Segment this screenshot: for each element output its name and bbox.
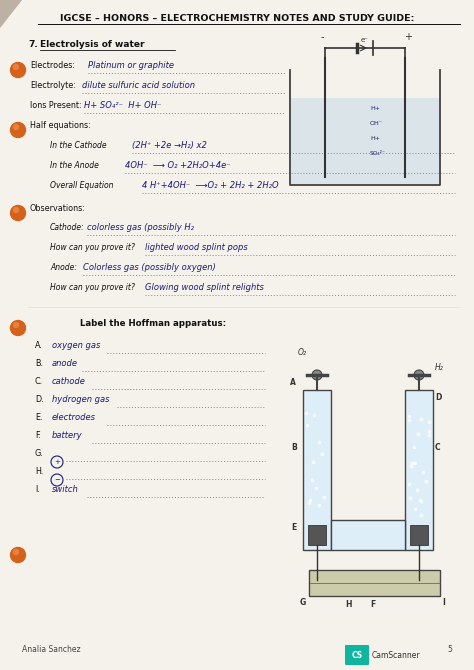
Text: C.: C. (35, 377, 43, 386)
FancyBboxPatch shape (303, 390, 331, 550)
Text: anode: anode (52, 359, 78, 368)
Text: OH⁻: OH⁻ (370, 121, 383, 126)
FancyBboxPatch shape (310, 570, 440, 596)
Text: H+: H+ (370, 136, 380, 141)
Text: hydrogen gas: hydrogen gas (52, 395, 109, 404)
Text: (2H⁺ +2e →H₂) x2: (2H⁺ +2e →H₂) x2 (132, 141, 207, 150)
Circle shape (10, 320, 26, 336)
Circle shape (13, 322, 18, 328)
Text: A: A (290, 378, 296, 387)
Text: Overall Equation: Overall Equation (50, 181, 113, 190)
FancyBboxPatch shape (405, 390, 433, 550)
Polygon shape (0, 0, 22, 28)
Text: Anode:: Anode: (50, 263, 77, 272)
Circle shape (414, 370, 424, 380)
Text: 4OH⁻  ⟶ O₂ +2H₂O+4e⁻: 4OH⁻ ⟶ O₂ +2H₂O+4e⁻ (125, 161, 231, 170)
Text: Electrolysis of water: Electrolysis of water (40, 40, 145, 49)
Text: D.: D. (35, 395, 44, 404)
Text: B.: B. (35, 359, 43, 368)
Text: Platinum or graphite: Platinum or graphite (88, 61, 174, 70)
FancyBboxPatch shape (410, 525, 428, 545)
Text: Analia Sanchez: Analia Sanchez (22, 645, 81, 654)
Circle shape (10, 123, 26, 137)
Text: H+: H+ (370, 106, 380, 111)
Text: Cathode:: Cathode: (50, 223, 85, 232)
Text: In the Cathode: In the Cathode (50, 141, 107, 150)
Text: Glowing wood splint relights: Glowing wood splint relights (145, 283, 264, 292)
Text: H.: H. (35, 467, 43, 476)
Text: 7.: 7. (28, 40, 38, 49)
Text: Colorless gas (possibly oxygen): Colorless gas (possibly oxygen) (83, 263, 216, 272)
Text: 4 H⁺+4OH⁻  ⟶O₂ + 2H₂ + 2H₂O: 4 H⁺+4OH⁻ ⟶O₂ + 2H₂ + 2H₂O (142, 181, 279, 190)
FancyBboxPatch shape (291, 98, 439, 184)
Circle shape (13, 64, 18, 70)
Text: A.: A. (35, 341, 43, 350)
Text: dilute sulfuric acid solution: dilute sulfuric acid solution (82, 81, 195, 90)
Text: How can you prove it?: How can you prove it? (50, 243, 135, 252)
Text: IGCSE – HONORS – ELECTROCHEMISTRY NOTES AND STUDY GUIDE:: IGCSE – HONORS – ELECTROCHEMISTRY NOTES … (60, 14, 414, 23)
Text: −: − (54, 477, 60, 483)
Text: Electrodes:: Electrodes: (30, 61, 75, 70)
Text: D: D (435, 393, 441, 402)
Text: F.: F. (35, 431, 41, 440)
Text: Ions Present:: Ions Present: (30, 101, 82, 110)
Text: Label the Hoffman apparatus:: Label the Hoffman apparatus: (80, 319, 226, 328)
Polygon shape (0, 0, 22, 28)
Text: H₂: H₂ (435, 363, 444, 372)
Circle shape (10, 206, 26, 220)
Text: +: + (404, 32, 412, 42)
FancyBboxPatch shape (331, 520, 405, 550)
Text: I: I (442, 598, 445, 607)
Text: O₂: O₂ (298, 348, 307, 357)
Text: switch: switch (52, 485, 79, 494)
Circle shape (13, 125, 18, 129)
FancyBboxPatch shape (308, 525, 326, 545)
FancyBboxPatch shape (345, 645, 369, 665)
Text: oxygen gas: oxygen gas (52, 341, 100, 350)
Text: lighted wood splint pops: lighted wood splint pops (145, 243, 248, 252)
Text: Half equations:: Half equations: (30, 121, 91, 130)
Circle shape (13, 208, 18, 212)
Text: How can you prove it?: How can you prove it? (50, 283, 135, 292)
Text: F: F (370, 600, 375, 609)
Text: CamScanner: CamScanner (372, 651, 420, 659)
Text: -: - (320, 32, 324, 42)
Circle shape (312, 370, 322, 380)
Text: +: + (54, 459, 60, 465)
Text: 5: 5 (447, 645, 452, 654)
Text: I.: I. (35, 485, 40, 494)
Text: Observations:: Observations: (30, 204, 86, 213)
Text: E.: E. (35, 413, 43, 422)
Text: B: B (291, 443, 297, 452)
Text: C: C (435, 443, 441, 452)
Circle shape (10, 62, 26, 78)
Text: battery: battery (52, 431, 82, 440)
Text: CS: CS (351, 651, 363, 659)
Text: electrodes: electrodes (52, 413, 96, 422)
Text: G: G (300, 598, 306, 607)
Text: cathode: cathode (52, 377, 86, 386)
Text: H: H (345, 600, 352, 609)
Text: colorless gas (possibly H₂: colorless gas (possibly H₂ (87, 223, 194, 232)
Text: SO₄²⁻: SO₄²⁻ (370, 151, 386, 156)
Circle shape (10, 547, 26, 563)
Text: Electrolyte:: Electrolyte: (30, 81, 76, 90)
Text: H+ SO₄²⁻  H+ OH⁻: H+ SO₄²⁻ H+ OH⁻ (84, 101, 161, 110)
Text: G.: G. (35, 449, 44, 458)
Circle shape (13, 549, 18, 555)
Text: In the Anode: In the Anode (50, 161, 99, 170)
Text: E: E (291, 523, 296, 532)
Text: e⁻: e⁻ (361, 37, 369, 43)
